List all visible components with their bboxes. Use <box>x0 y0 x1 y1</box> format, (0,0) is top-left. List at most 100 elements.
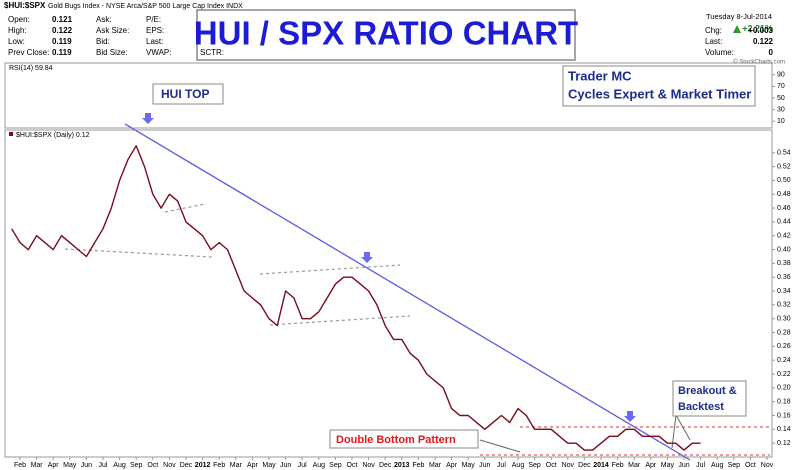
label-box <box>152 83 224 105</box>
x-tick-label: Nov <box>761 462 774 469</box>
y-tick-label: 0.28 <box>777 329 791 336</box>
x-tick-label: Jun <box>81 462 92 469</box>
field-value: 0.119 <box>52 48 72 57</box>
x-tick-label: Apr <box>446 462 458 469</box>
x-tick-label: Apr <box>645 462 657 469</box>
x-tick-label: Mar <box>230 462 243 469</box>
x-tick-label: Sep <box>528 462 541 469</box>
x-tick-label: Feb <box>612 462 624 469</box>
x-tick-label: Jul <box>696 462 705 469</box>
field-value: 0.121 <box>52 15 73 24</box>
y-tick-label: 70 <box>777 83 785 90</box>
x-tick-label: Sep <box>130 462 143 469</box>
y-tick-label: 0.16 <box>777 412 791 419</box>
x-tick-label: Feb <box>14 462 26 469</box>
field-label: Prev Close: <box>8 48 49 57</box>
y-tick-label: 0.32 <box>777 302 791 309</box>
x-tick-label: Feb <box>213 462 225 469</box>
y-tick-label: 0.44 <box>777 219 791 226</box>
description: Gold Bugs Index - NYSE Arca/S&P 500 Larg… <box>48 3 243 10</box>
arrows <box>142 113 636 422</box>
x-tick-label: Jul <box>298 462 307 469</box>
annotation: HUI TOP <box>161 87 209 101</box>
label-box <box>672 380 747 417</box>
field-label: SCTR: <box>200 48 224 57</box>
x-tick-label: Apr <box>48 462 60 469</box>
field-label: Bid Size: <box>96 48 128 57</box>
x-tick-label: Mar <box>628 462 641 469</box>
date: Tuesday 8-Jul-2014 <box>706 12 772 21</box>
field-label: Ask: <box>96 15 112 24</box>
field-label: Open: <box>8 15 30 24</box>
change-pct: +2.21% <box>742 23 773 33</box>
y-tick-label: 0.52 <box>777 163 791 170</box>
x-tick-label: Mar <box>31 462 44 469</box>
x-tick-label: May <box>262 462 276 469</box>
x-tick-label: Mar <box>429 462 442 469</box>
x-tick-label: Dec <box>578 462 591 469</box>
x-tick-label: Oct <box>745 462 756 469</box>
x-tick-label: Aug <box>512 462 525 469</box>
legend-label: $HUI:$SPX (Daily) 0.12 <box>16 132 90 139</box>
y-tick-label: 0.36 <box>777 274 791 281</box>
x-tick-label: Nov <box>362 462 375 469</box>
trend-line <box>124 123 691 461</box>
x-tick-label: Dec <box>379 462 392 469</box>
y-tick-label: 0.20 <box>777 385 791 392</box>
field-label: Low: <box>8 37 25 46</box>
field-value: +0.003 <box>748 26 773 35</box>
field-label: Ask Size: <box>96 26 129 35</box>
note-box <box>562 65 756 107</box>
legend-swatch <box>9 132 13 136</box>
y-tick-label: 90 <box>777 72 785 79</box>
field-value: 0.122 <box>753 37 774 46</box>
up-icon <box>733 25 741 33</box>
y-tick-label: 0.38 <box>777 260 791 267</box>
y-tick-label: 0.46 <box>777 205 791 212</box>
x-tick-label: Jun <box>479 462 490 469</box>
x-tick-label: 2012 <box>195 462 211 469</box>
x-tick-label: 2014 <box>593 462 609 469</box>
field-value: 0.122 <box>52 26 73 35</box>
x-tick-label: Dec <box>180 462 193 469</box>
y-tick-label: 0.54 <box>777 150 791 157</box>
x-tick-label: Jul <box>497 462 506 469</box>
field-label: High: <box>8 26 27 35</box>
x-tick-label: Oct <box>546 462 557 469</box>
field-label: VWAP: <box>146 48 171 57</box>
y-tick-label: 0.30 <box>777 316 791 323</box>
chart-title: HUI / SPX RATIO CHART <box>194 15 578 52</box>
x-tick-label: Aug <box>711 462 724 469</box>
annotation: Double Bottom Pattern <box>336 434 456 446</box>
y-tick-label: 0.40 <box>777 246 791 253</box>
field-value: 0 <box>769 48 774 57</box>
x-tick-label: Feb <box>412 462 424 469</box>
label-box <box>329 429 479 449</box>
x-tick-label: Sep <box>728 462 741 469</box>
y-tick-label: 0.22 <box>777 371 791 378</box>
y-tick-label: 30 <box>777 106 785 113</box>
field-label: Chg: <box>705 26 722 35</box>
x-tick-label: May <box>462 462 476 469</box>
x-tick-label: Sep <box>329 462 342 469</box>
x-tick-label: 2013 <box>394 462 410 469</box>
x-tick-label: Oct <box>147 462 158 469</box>
field-label: Last: <box>705 37 722 46</box>
y-tick-label: 10 <box>777 118 785 125</box>
y-tick-label: 50 <box>777 95 785 102</box>
symbol: $HUI:$SPX <box>4 1 46 10</box>
y-tick-label: 0.26 <box>777 343 791 350</box>
x-tick-label: May <box>661 462 675 469</box>
title-box <box>196 9 576 61</box>
y-tick-label: 0.50 <box>777 177 791 184</box>
data-line <box>11 145 701 451</box>
x-tick-label: Jun <box>280 462 291 469</box>
copyright: © StockCharts.com <box>733 59 785 66</box>
y-tick-label: 0.14 <box>777 426 791 433</box>
y-tick-label: 0.34 <box>777 288 791 295</box>
rsi-label: RSI(14) 59.84 <box>9 65 53 72</box>
x-tick-label: Nov <box>562 462 575 469</box>
pointer <box>479 439 521 453</box>
y-tick-label: 0.12 <box>777 440 791 447</box>
